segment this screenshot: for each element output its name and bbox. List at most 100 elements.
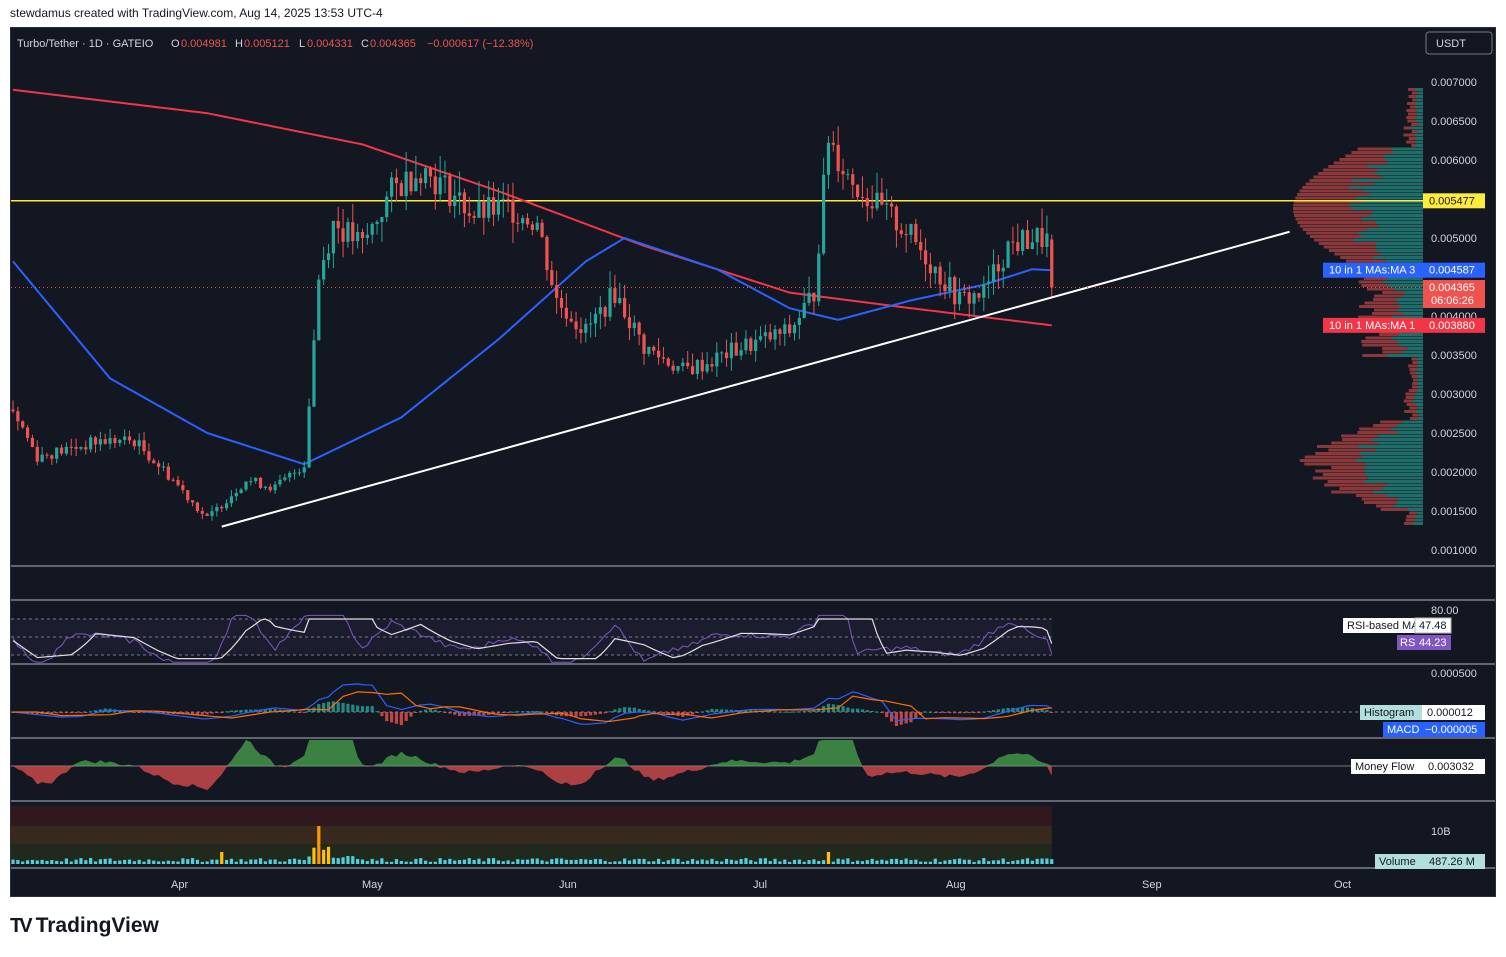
macd-hist-bar — [50, 712, 54, 714]
volume-profile-bar — [1376, 504, 1394, 508]
volume-profile-bar — [1385, 259, 1423, 263]
macd-hist-bar — [98, 709, 102, 712]
volume-bar — [200, 861, 204, 864]
volume-bar — [16, 860, 20, 864]
candle-body — [448, 175, 452, 207]
volume-profile-bar — [1406, 140, 1416, 144]
volume-bar — [763, 858, 767, 864]
volume-bar — [317, 826, 321, 864]
volume-profile-bar — [1415, 396, 1423, 399]
macd-hist-bar — [438, 710, 442, 712]
candle-body — [652, 346, 656, 351]
volume-profile-bar — [1372, 490, 1423, 494]
volume-profile-bar — [1359, 427, 1391, 431]
volume-bar — [171, 861, 175, 864]
volume-profile-bar — [1372, 210, 1423, 214]
macd-hist-bar — [297, 712, 301, 713]
macd-hist-bar — [656, 712, 661, 713]
candle-body — [326, 253, 331, 261]
volume-bar — [356, 858, 360, 864]
macd-hist-bar — [632, 707, 636, 712]
volume-profile-bar — [1358, 231, 1423, 235]
candle-body — [899, 230, 903, 235]
macd-hist-bar — [84, 712, 88, 713]
volume-profile-bar — [1299, 189, 1363, 193]
volume-profile-bar — [1357, 147, 1392, 151]
volume-bar — [1025, 858, 1030, 864]
macd-hist-bar — [686, 712, 690, 716]
volume-profile-bar — [1415, 403, 1423, 406]
macd-hist-bar — [1016, 707, 1020, 712]
volume-profile-bar — [1386, 354, 1423, 357]
volume-bar — [773, 858, 777, 864]
macd-hist-bar — [35, 712, 39, 715]
candle-body — [380, 217, 384, 222]
macd-hist-bar — [64, 712, 68, 714]
candle-body — [666, 358, 670, 366]
volume-bar — [904, 858, 908, 864]
volume-bar — [98, 859, 102, 864]
volume-profile-bar — [1364, 301, 1398, 305]
currency-button[interactable]: USDT — [1425, 31, 1493, 55]
candle-body — [851, 174, 855, 185]
ma3-tag: 10 in 1 MAs:MA 3 0.004587 — [1323, 262, 1485, 278]
volume-profile-bar — [1315, 452, 1360, 455]
candle-body — [351, 222, 355, 242]
macd-label: MACD — [1387, 724, 1419, 736]
candle-body — [258, 477, 263, 488]
candle-body — [331, 220, 335, 254]
macd-hist-bar — [855, 708, 860, 712]
volume-bar — [749, 860, 753, 864]
macd-hist-bar — [584, 712, 588, 717]
macd-hist-bar — [535, 710, 539, 712]
macd-hist-bar — [220, 712, 224, 713]
volume-profile-bar — [1315, 469, 1365, 473]
candle-body — [428, 168, 433, 177]
volume-bar — [21, 861, 25, 864]
volume-profile-bar — [1406, 109, 1417, 112]
volume-profile-bar — [1416, 116, 1423, 119]
macd-hist-bar — [690, 712, 695, 715]
candle-body — [409, 171, 413, 192]
volume-bar — [55, 860, 59, 864]
price-tick-label: 0.003000 — [1431, 389, 1477, 401]
volume-profile-bar — [1378, 441, 1423, 445]
macd-hist-bar — [302, 712, 306, 713]
yellow-level-tag: 0.005477 — [1423, 193, 1485, 209]
volume-bar — [1035, 858, 1039, 864]
volume-bar — [30, 859, 35, 864]
candle-body — [822, 174, 826, 254]
macd-hist-bar — [919, 712, 923, 716]
volume-profile-bar — [1411, 385, 1418, 389]
candle-body — [423, 168, 428, 184]
candle-body — [977, 293, 981, 298]
volume-profile-bar — [1398, 343, 1423, 347]
volume-profile-bar — [1380, 420, 1403, 424]
volume-bar — [283, 861, 287, 864]
volume-profile-bar — [1397, 497, 1423, 501]
chart-frame[interactable]: Turbo/Tether · 1D · GATEIO O 0.004981 H … — [10, 27, 1496, 897]
volume-bar — [258, 858, 263, 864]
volume-profile-bar — [1397, 340, 1423, 343]
macd-hist-bar — [953, 712, 957, 714]
created-note: stewdamus created with TradingView.com, … — [10, 6, 383, 20]
macd-hist-bar — [623, 707, 627, 712]
volume-bar — [419, 858, 423, 864]
chart-svg[interactable]: Turbo/Tether · 1D · GATEIO O 0.004981 H … — [11, 28, 1495, 896]
volume-bar — [302, 860, 306, 864]
macd-hist-bar — [25, 712, 30, 714]
volume-bar — [477, 858, 481, 864]
candle-body — [1025, 230, 1030, 249]
macd-hist-bar — [933, 712, 937, 713]
candle-body — [996, 264, 1000, 272]
volume-profile-bar — [1373, 182, 1423, 186]
price-tick-label: 0.002500 — [1431, 428, 1477, 440]
volume-profile-bar — [1302, 228, 1367, 231]
volume-bar — [1021, 859, 1025, 864]
volume-profile-bar — [1366, 228, 1423, 231]
macd-hist-bar — [506, 712, 510, 713]
volume-profile-bar — [1415, 133, 1423, 137]
volume-profile-bar — [1362, 343, 1399, 347]
volume-profile-bar — [1412, 382, 1418, 385]
time-axis: Apr May Jun Jul Aug Sep Oct — [171, 879, 1351, 891]
